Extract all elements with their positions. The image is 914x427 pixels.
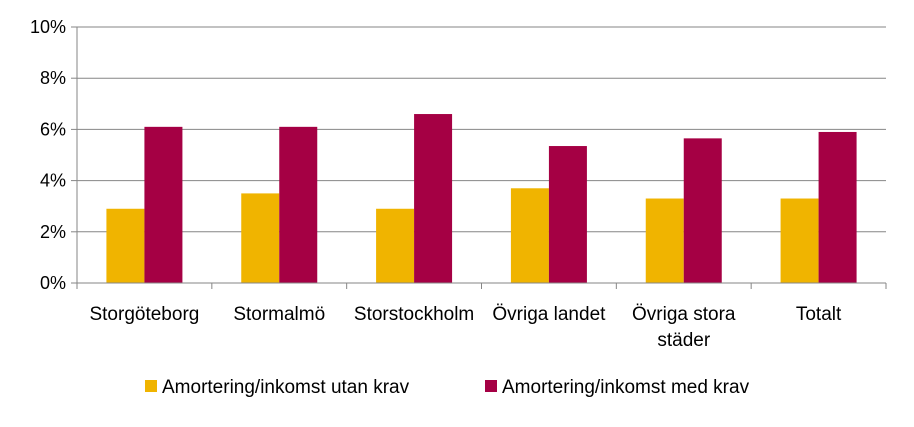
bar-utan-krav (241, 193, 280, 283)
bar-med-krav (144, 126, 183, 283)
category-label: Stormalmö (233, 304, 325, 325)
legend-label: Amortering/inkomst med krav (502, 377, 750, 398)
legend-swatch (485, 380, 497, 392)
category-label: Totalt (796, 304, 842, 325)
y-axis-ticks: 0% 2% 4% 6% 8% 10% (30, 17, 77, 293)
bar-utan-krav (106, 208, 145, 283)
y-tick-label: 4% (40, 171, 66, 191)
category-labels: Storgöteborg Stormalmö Storstockholm Övriga… (89, 304, 842, 351)
y-tick-label: 6% (40, 119, 66, 139)
y-tick-label: 2% (40, 222, 66, 242)
x-axis-ticks (76, 283, 887, 289)
bar-med-krav (548, 146, 587, 283)
y-tick-label: 10% (30, 17, 66, 37)
y-tick-label: 0% (40, 273, 66, 293)
legend-label: Amortering/inkomst utan krav (162, 377, 410, 398)
category-label: Storstockholm (354, 304, 474, 325)
category-label: Storgöteborg (89, 304, 199, 325)
bar-med-krav (683, 138, 722, 283)
gridlines (77, 26, 886, 233)
category-label: Övriga stora (632, 304, 736, 325)
bar-med-krav (818, 131, 857, 283)
bar-utan-krav (376, 208, 415, 283)
category-label: städer (657, 330, 710, 351)
bar-med-krav (414, 114, 453, 283)
legend-swatch (145, 380, 157, 392)
y-tick-label: 8% (40, 68, 66, 88)
bar-utan-krav (510, 188, 549, 283)
bar-utan-krav (780, 198, 819, 283)
legend: Amortering/inkomst utan krav Amortering/i… (145, 377, 750, 398)
category-label: Övriga landet (492, 304, 606, 325)
bar-utan-krav (645, 198, 684, 283)
bar-med-krav (279, 126, 318, 283)
bars (106, 114, 857, 283)
